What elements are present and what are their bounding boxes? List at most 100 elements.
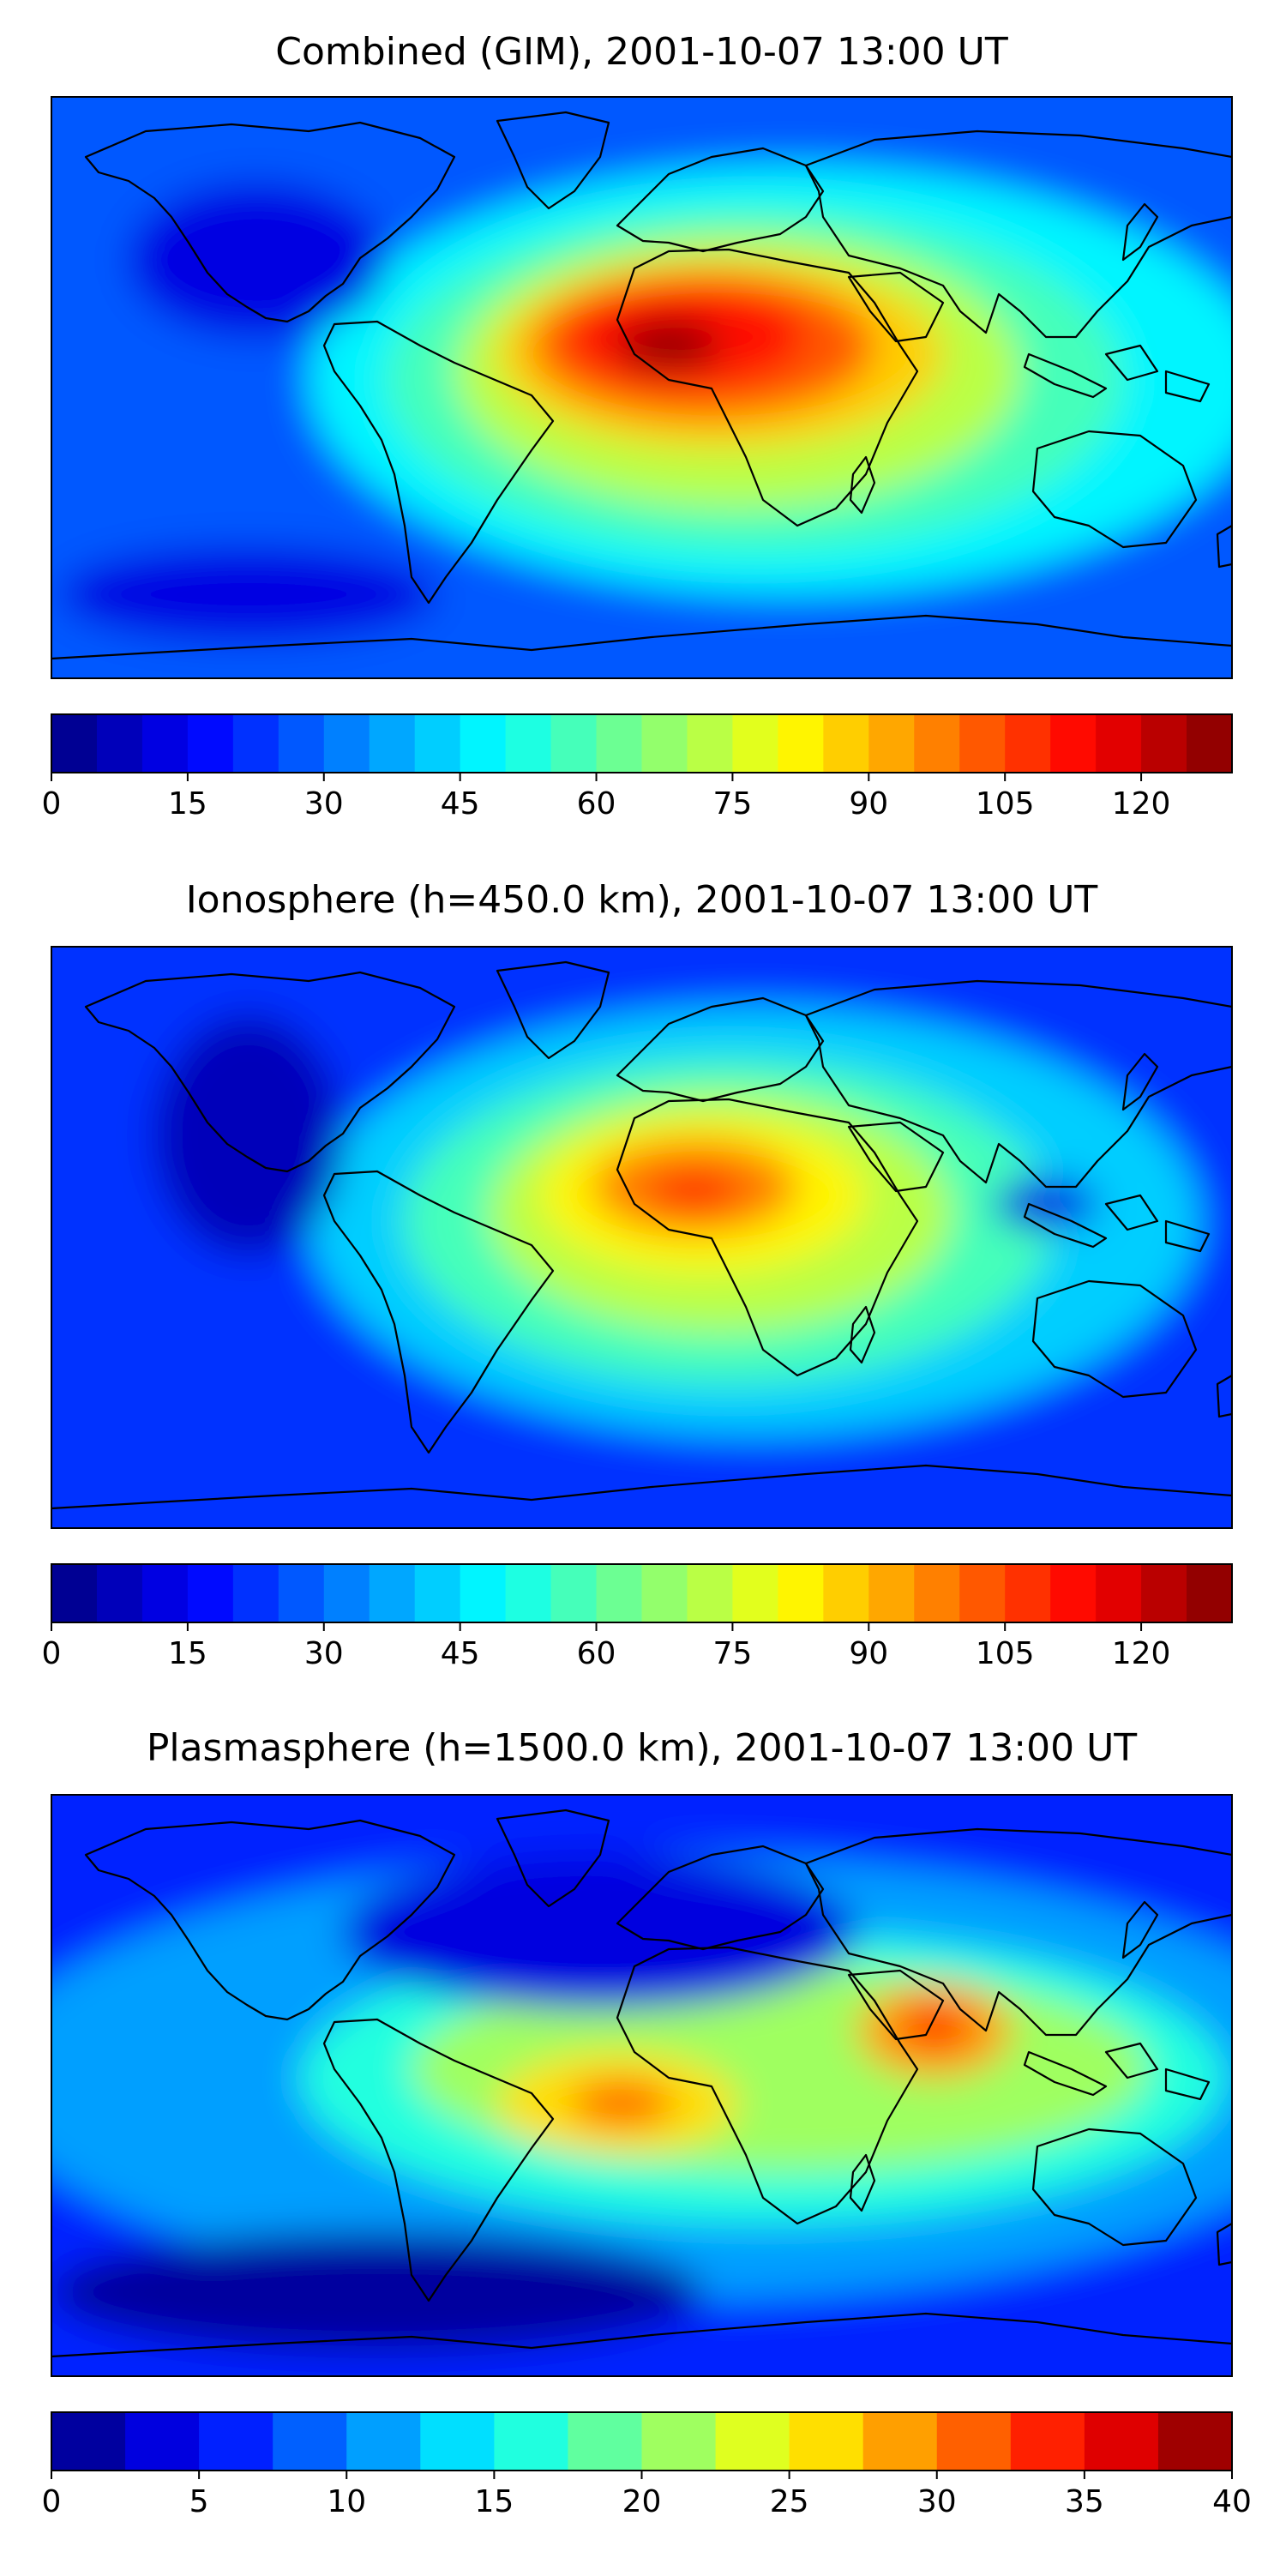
colorbar-swatch: [125, 2412, 200, 2471]
colorbar-swatch: [505, 714, 552, 773]
colorbar-tick-label: 10: [327, 2484, 366, 2519]
colorbar-tick-label: 90: [849, 786, 888, 822]
colorbar-swatch: [414, 714, 461, 773]
colorbar-tick-label: 30: [304, 1636, 344, 1671]
colorbar-tick-label: 40: [1212, 2484, 1252, 2519]
colorbar-tick-label: 45: [441, 786, 480, 822]
colorbar-swatch: [550, 1564, 598, 1622]
colorbar-swatch: [346, 2412, 421, 2471]
colorbar-swatch: [232, 1564, 279, 1622]
colorbar-swatch: [1010, 2412, 1085, 2471]
colorbar-frame: [51, 713, 1233, 773]
colorbar-tick-label: 15: [474, 2484, 514, 2519]
colorbar-swatch: [1005, 1564, 1051, 1622]
colorbar-swatch: [1084, 2412, 1159, 2471]
colorbar-swatch: [51, 714, 98, 773]
panel-3: Plasmasphere (h=1500.0 km), 2001-10-07 1…: [42, 1726, 1252, 2519]
colorbar-tick-label: 35: [1065, 2484, 1104, 2519]
map-field: [51, 947, 1232, 1528]
colorbar-swatch: [596, 1564, 643, 1622]
map-field: [51, 1795, 1232, 2376]
colorbar-swatch: [823, 714, 869, 773]
colorbar-swatch: [1141, 1564, 1187, 1622]
field-africa-peak: [647, 1170, 742, 1213]
panel-title: Combined (GIM), 2001-10-07 13:00 UT: [275, 30, 1008, 74]
colorbar-tick-label: 105: [976, 786, 1035, 822]
colorbar-tick-label: 120: [1112, 786, 1171, 822]
colorbar-swatch: [51, 2412, 126, 2471]
map-field: [51, 97, 1232, 678]
colorbar-tick-label: 25: [770, 2484, 809, 2519]
field-southern-low: [60, 547, 437, 641]
colorbar-swatch: [141, 1564, 189, 1622]
colorbar-swatch: [936, 2412, 1012, 2471]
colorbar-swatch: [51, 1564, 98, 1622]
colorbar-swatch: [369, 1564, 416, 1622]
colorbar-tick-label: 120: [1112, 1636, 1171, 1671]
colorbar-tick-label: 75: [713, 1636, 753, 1671]
field-asia-low: [995, 1178, 1097, 1230]
colorbar-swatch: [187, 714, 234, 773]
colorbar-swatch: [141, 714, 189, 773]
colorbar-swatch: [1050, 1564, 1097, 1622]
colorbar-swatch: [550, 714, 598, 773]
colorbar-tick-label: 15: [168, 786, 207, 822]
colorbar-swatch: [96, 714, 143, 773]
colorbar-tick-label: 75: [713, 786, 753, 822]
colorbar-tick-label: 0: [42, 786, 62, 822]
map-frame: [51, 946, 1233, 1529]
colorbar-swatch: [414, 1564, 461, 1622]
field-pacific-low: [154, 1015, 343, 1255]
colorbar-swatch: [1050, 714, 1097, 773]
colorbar-swatch: [1141, 714, 1187, 773]
colorbar-swatch: [868, 1564, 915, 1622]
colorbar-swatch: [687, 714, 734, 773]
colorbar-swatch: [687, 1564, 734, 1622]
colorbar-swatch: [823, 1564, 869, 1622]
colorbar-swatch: [187, 1564, 234, 1622]
field-africa-peak: [570, 2081, 673, 2126]
colorbar-swatch: [494, 2412, 569, 2471]
colorbar-tick-label: 90: [849, 1636, 888, 1671]
field-south-low: [51, 2232, 703, 2352]
colorbar-swatch: [273, 2412, 347, 2471]
colorbar-swatch: [232, 714, 279, 773]
colorbar-swatch: [96, 1564, 143, 1622]
colorbar-swatch: [715, 2412, 790, 2471]
colorbar-tick-label: 5: [189, 2484, 209, 2519]
colorbar-swatch: [778, 1564, 824, 1622]
colorbar-tick-label: 105: [976, 1636, 1035, 1671]
field-india-peak: [900, 2005, 969, 2048]
field-north-low: [343, 1855, 857, 2009]
colorbar-swatch: [369, 714, 416, 773]
colorbar-tick-label: 60: [577, 1636, 616, 1671]
colorbar: 0 15 30 45 60 75 90 105 120: [42, 1563, 1233, 1671]
colorbar-swatch: [778, 714, 824, 773]
colorbar-swatch: [460, 714, 507, 773]
colorbar-swatch: [862, 2412, 938, 2471]
map-frame: [51, 96, 1233, 679]
colorbar-swatch: [1157, 2412, 1233, 2471]
colorbar-swatch: [641, 1564, 688, 1622]
colorbar-swatch: [420, 2412, 495, 2471]
colorbar-swatch: [789, 2412, 864, 2471]
colorbar-swatch: [959, 1564, 1006, 1622]
field-africa-peak: [617, 320, 720, 371]
colorbar-tick-label: 30: [304, 786, 344, 822]
panel-title: Ionosphere (h=450.0 km), 2001-10-07 13:0…: [186, 878, 1098, 922]
colorbar-tick-label: 0: [42, 1636, 62, 1671]
colorbar-swatch: [323, 714, 370, 773]
colorbar-swatch: [568, 2412, 643, 2471]
colorbar-tick-label: 0: [42, 2484, 62, 2519]
colorbar-tick-label: 45: [441, 1636, 480, 1671]
panel-1: Combined (GIM), 2001-10-07 13:00 UT 0 15 30…: [42, 30, 1233, 822]
colorbar-swatch: [641, 714, 688, 773]
colorbar-swatch: [732, 1564, 778, 1622]
colorbar: 0 5 10 15 20 25 30 35 40: [42, 2411, 1252, 2519]
colorbar-swatch: [914, 714, 960, 773]
map-frame: [51, 1794, 1233, 2377]
colorbar-swatch: [1187, 1564, 1233, 1622]
colorbar-swatch: [596, 714, 643, 773]
colorbar-swatch: [460, 1564, 507, 1622]
colorbar-swatch: [1096, 1564, 1142, 1622]
